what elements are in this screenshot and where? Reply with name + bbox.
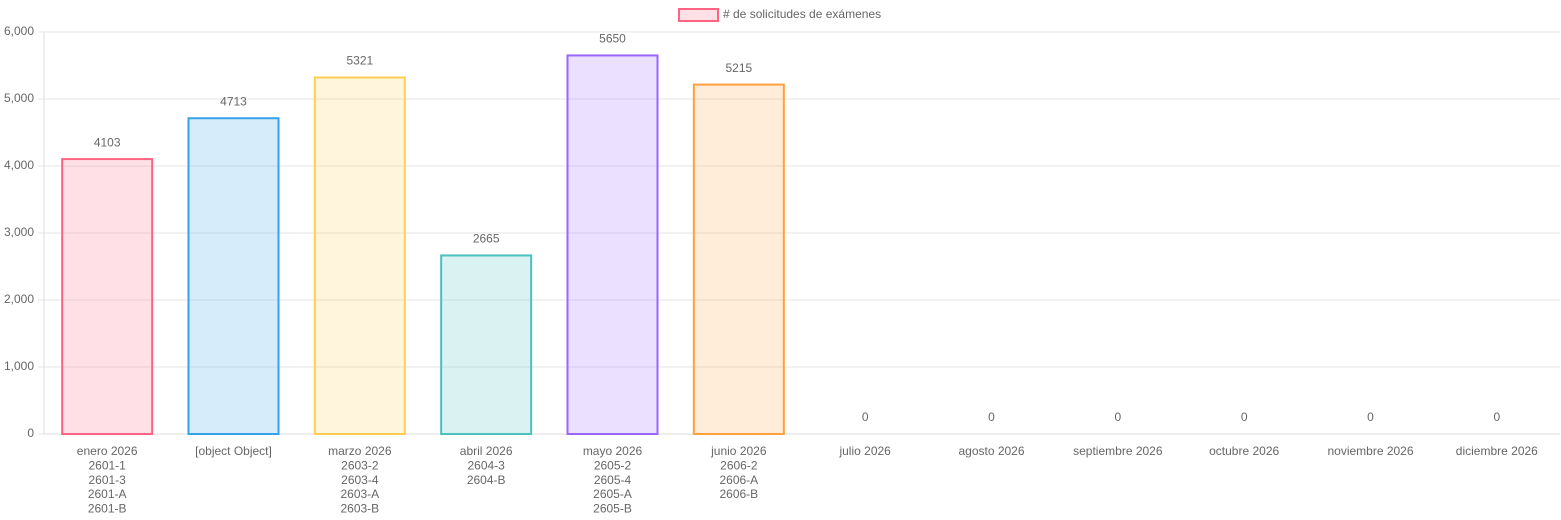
y-tick-label: 4,000 (4, 158, 34, 172)
legend-label[interactable]: # de solicitudes de exámenes (723, 7, 881, 21)
x-tick-label: agosto 2026 (958, 444, 1024, 458)
bar (61, 158, 154, 435)
data-label: 0 (1114, 410, 1121, 424)
x-tick-label: marzo 2026 (328, 444, 392, 458)
x-tick-label: 2603-A (340, 487, 379, 501)
x-tick-label: enero 2026 (77, 444, 138, 458)
x-tick-label: abril 2026 (460, 444, 513, 458)
y-tick-label: 3,000 (4, 225, 34, 239)
y-tick-label: 0 (27, 426, 34, 440)
x-tick-label: 2606-B (719, 487, 758, 501)
x-tick-label: [object Object] (195, 444, 272, 458)
data-label: 0 (1493, 410, 1500, 424)
x-tick-label: 2603-B (340, 501, 379, 515)
x-tick-label: mayo 2026 (583, 444, 643, 458)
data-label: 4713 (220, 94, 247, 108)
data-label: 2665 (473, 232, 500, 246)
data-label: 5215 (725, 61, 752, 75)
x-tick-label: 2605-2 (594, 458, 632, 472)
bar (692, 83, 785, 435)
x-tick-label: septiembre 2026 (1073, 444, 1163, 458)
x-tick-label: 2605-A (593, 487, 632, 501)
x-tick-label: 2603-2 (341, 458, 379, 472)
bar (440, 254, 533, 435)
data-label: 5650 (599, 32, 626, 46)
y-tick-label: 2,000 (4, 292, 34, 306)
x-tick-label: 2604-B (467, 473, 506, 487)
data-label: 5321 (346, 54, 373, 68)
x-tick-label: noviembre 2026 (1327, 444, 1413, 458)
x-tick-label: 2606-A (719, 473, 758, 487)
x-tick-label: julio 2026 (838, 444, 891, 458)
x-tick-label: junio 2026 (710, 444, 767, 458)
x-tick-label: 2601-3 (88, 473, 126, 487)
x-tick-label: 2601-A (88, 487, 127, 501)
x-tick-label: 2603-4 (341, 473, 379, 487)
legend-swatch[interactable] (678, 8, 719, 22)
x-tick-label: 2606-2 (720, 458, 758, 472)
x-tick-label: 2601-1 (88, 458, 126, 472)
y-tick-label: 5,000 (4, 91, 34, 105)
y-tick-label: 1,000 (4, 359, 34, 373)
data-label: 4103 (94, 135, 121, 149)
data-label: 0 (1367, 410, 1374, 424)
x-tick-label: octubre 2026 (1209, 444, 1279, 458)
y-tick-label: 6,000 (4, 24, 34, 38)
x-tick-label: 2605-B (593, 501, 632, 515)
data-label: 0 (1241, 410, 1248, 424)
x-tick-label: 2601-B (88, 501, 127, 515)
x-tick-label: 2604-3 (467, 458, 505, 472)
x-tick-label: 2605-4 (594, 473, 632, 487)
bar (313, 76, 406, 435)
data-label: 0 (862, 410, 869, 424)
data-label: 0 (988, 410, 995, 424)
bar (187, 117, 280, 435)
x-tick-label: diciembre 2026 (1456, 444, 1538, 458)
bar (566, 54, 659, 435)
